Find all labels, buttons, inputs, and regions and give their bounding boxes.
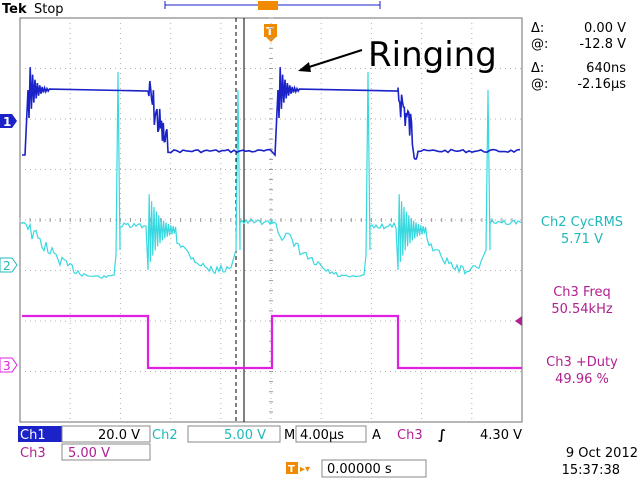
svg-text:3: 3 bbox=[3, 359, 11, 373]
bottom-status-bar: Ch1 20.0 V Ch2 5.00 V M 4.00μs A Ch3 ∫ 4… bbox=[18, 425, 638, 478]
trigger-position-icon-box bbox=[286, 462, 298, 474]
time-label: 15:37:38 bbox=[562, 463, 620, 478]
record-position-bar bbox=[164, 1, 381, 10]
svg-text:1: 1 bbox=[3, 115, 11, 129]
t-at-value: -2.16μs bbox=[577, 77, 626, 92]
v-delta-symbol: Δ: bbox=[531, 21, 544, 36]
date-label: 9 Oct 2012 bbox=[566, 446, 638, 461]
ch1-waveform bbox=[22, 67, 521, 160]
v-delta-value: 0.00 V bbox=[584, 21, 626, 36]
cursor-readout: Δ: 0.00 V @: -12.8 V Δ: 640ns @: -2.16μs bbox=[531, 21, 626, 92]
svg-text:T: T bbox=[288, 464, 295, 475]
t-delta-symbol: Δ: bbox=[531, 61, 544, 76]
ch3-waveform bbox=[22, 314, 522, 370]
ch2-scale[interactable]: 5.00 V bbox=[224, 428, 266, 443]
meas-3-value: 49.96 % bbox=[555, 372, 609, 387]
ch1-label: Ch1 bbox=[20, 428, 46, 443]
timebase-label: M bbox=[284, 428, 295, 443]
ch1-scale[interactable]: 20.0 V bbox=[98, 428, 140, 443]
annotation-arrow bbox=[298, 49, 363, 72]
brand-label: Tek bbox=[2, 2, 27, 17]
trigger-level-marker[interactable] bbox=[515, 316, 522, 326]
acquisition-status: Stop bbox=[34, 2, 64, 17]
measurement-panel: Ch2 CycRMS 5.71 V Ch3 Freq 50.54kHz Ch3 … bbox=[541, 215, 623, 387]
ch3-ground-marker[interactable]: 3 bbox=[0, 357, 18, 373]
meas-1-label: Ch2 CycRMS bbox=[541, 215, 623, 230]
meas-1-value: 5.71 V bbox=[561, 232, 603, 247]
svg-text:2: 2 bbox=[3, 259, 11, 273]
t-at-symbol: @: bbox=[531, 77, 548, 92]
svg-text:▸▾: ▸▾ bbox=[300, 464, 310, 475]
trigger-slope-icon: ∫ bbox=[438, 428, 446, 443]
t-delta-value: 640ns bbox=[586, 61, 626, 76]
ch2-ground-marker[interactable]: 2 bbox=[0, 257, 18, 273]
meas-2-value: 50.54kHz bbox=[551, 302, 613, 317]
trigger-source: Ch3 bbox=[397, 428, 423, 443]
trigger-level[interactable]: 4.30 V bbox=[480, 428, 522, 443]
ch2-waveform bbox=[21, 71, 523, 279]
timebase-value[interactable]: 4.00μs bbox=[300, 428, 344, 443]
trigger-position-icon[interactable]: T bbox=[264, 24, 277, 42]
ch3-scale[interactable]: 5.00 V bbox=[68, 446, 110, 461]
trigger-position-value[interactable]: 0.00000 s bbox=[327, 462, 392, 477]
trigger-mode: A bbox=[372, 428, 381, 443]
meas-2-label: Ch3 Freq bbox=[553, 285, 611, 300]
svg-text:T: T bbox=[266, 25, 274, 38]
ch1-ground-marker[interactable]: 1 bbox=[0, 114, 17, 129]
ch3-label: Ch3 bbox=[20, 446, 46, 461]
v-at-value: -12.8 V bbox=[579, 37, 626, 52]
meas-3-label: Ch3 +Duty bbox=[546, 355, 618, 370]
ch2-label: Ch2 bbox=[152, 428, 178, 443]
v-at-symbol: @: bbox=[531, 37, 548, 52]
ringing-annotation: Ringing bbox=[368, 35, 497, 75]
